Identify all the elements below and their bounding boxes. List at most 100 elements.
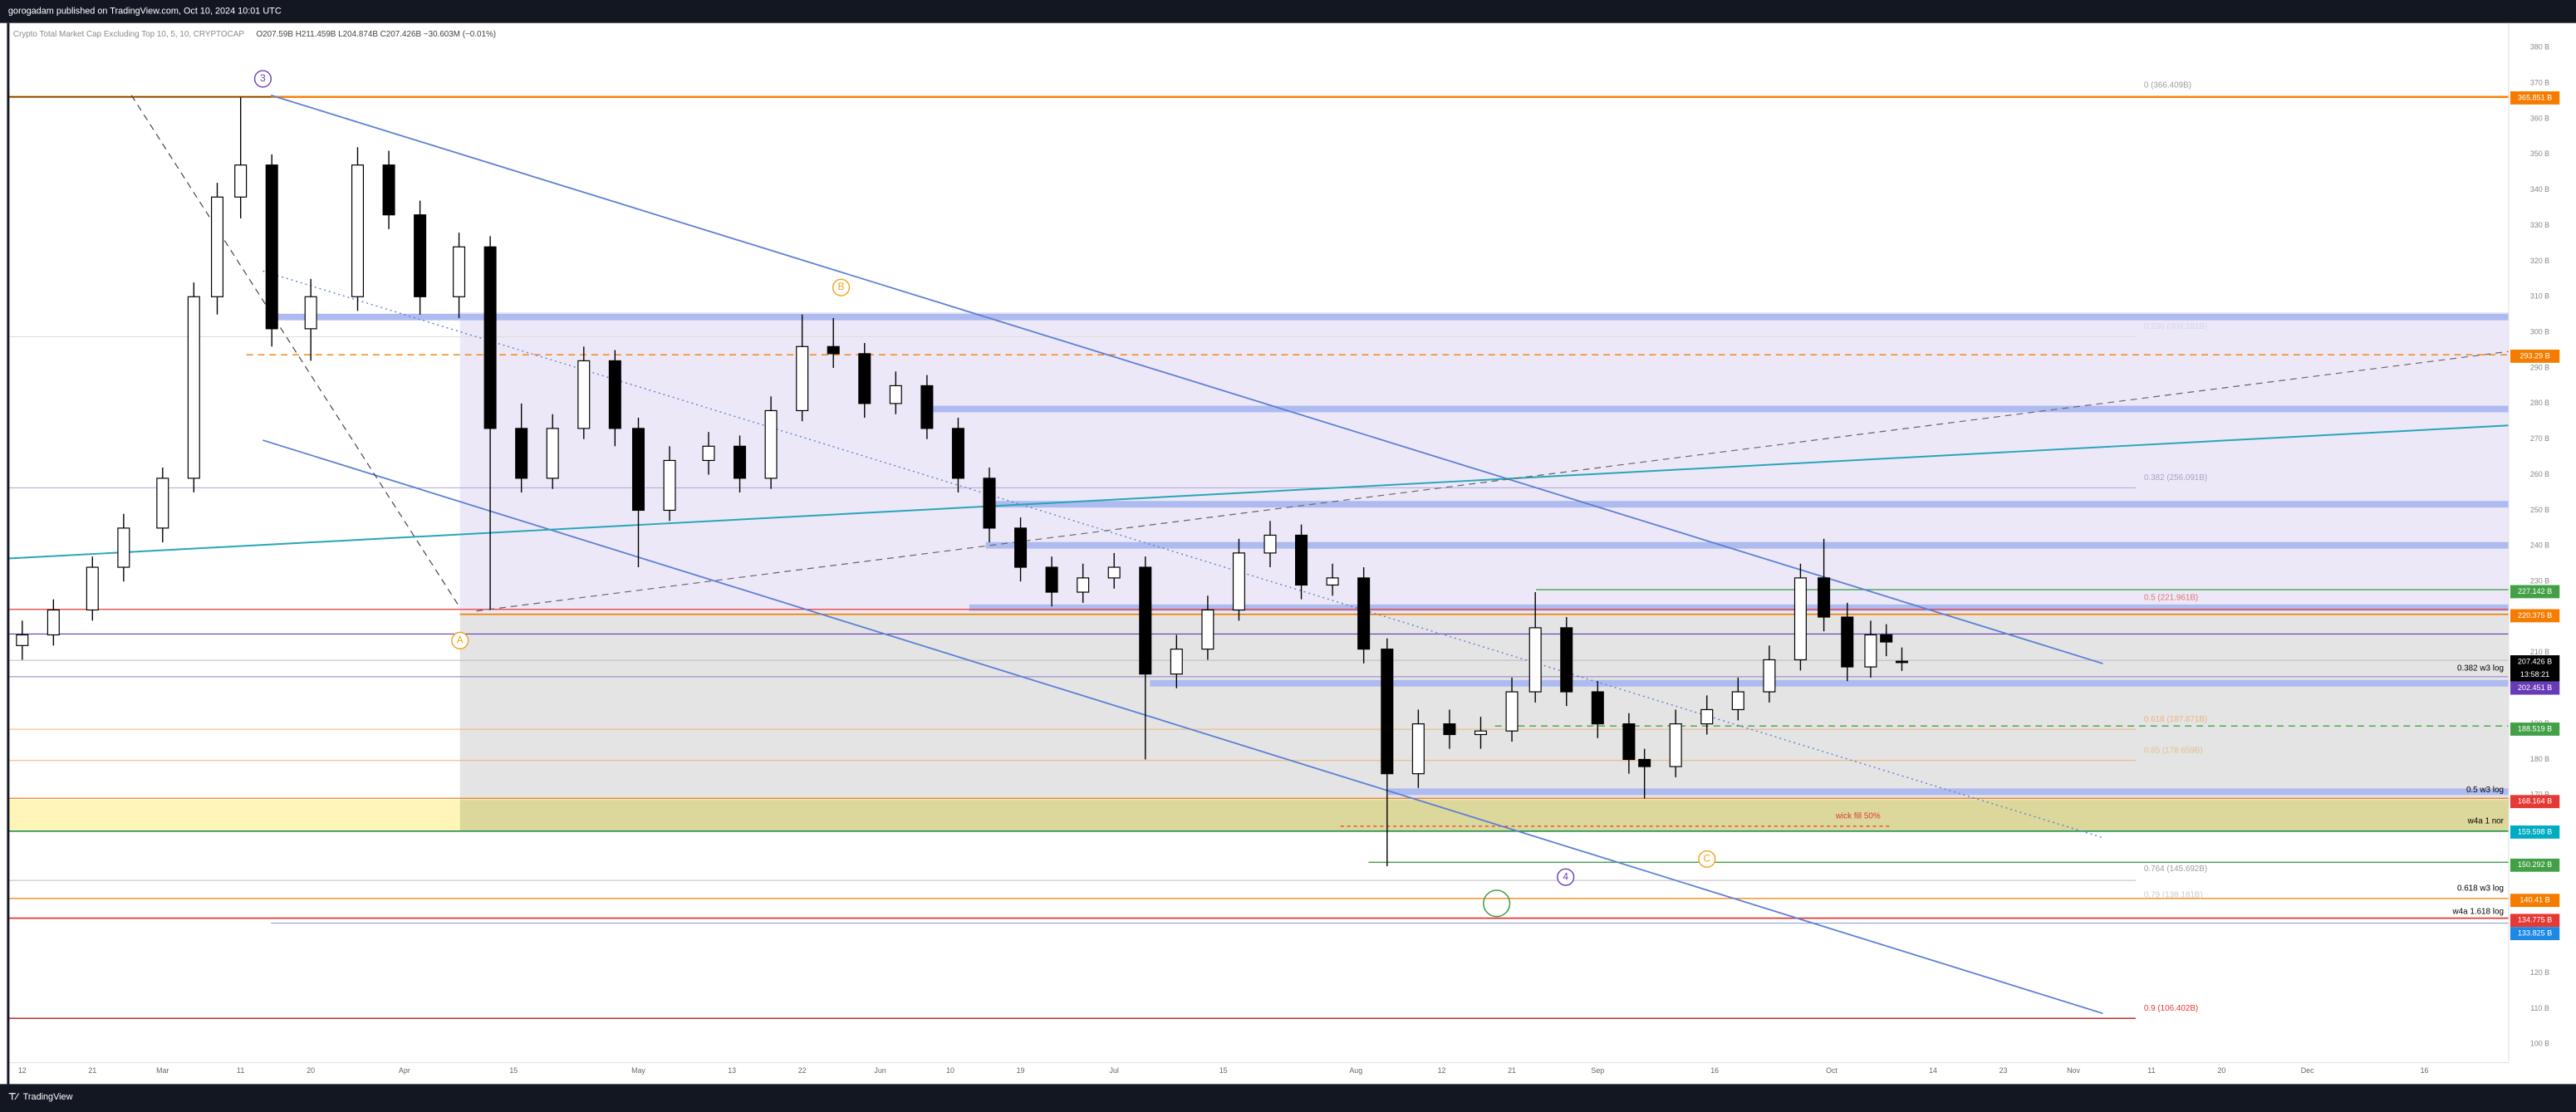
price-label-box (2510, 723, 2560, 736)
candle-body (702, 445, 715, 462)
candle-body (1793, 577, 1807, 661)
annotation: wick fill 50% (1835, 812, 1881, 821)
x-tick-label: Sep (1591, 1066, 1604, 1075)
candle-body (1263, 534, 1277, 554)
price-label-box (2510, 609, 2560, 623)
x-tick-label: Oct (1826, 1066, 1838, 1075)
price-label: 365.851 B (2518, 93, 2552, 101)
candles (16, 97, 1908, 867)
annotation: 0.5 w3 log (2466, 786, 2504, 795)
candle-body (187, 296, 200, 479)
x-tick-label: 22 (798, 1066, 807, 1075)
candle-body (1443, 723, 1456, 736)
wave-circle (451, 631, 469, 649)
price-label-box (2510, 858, 2560, 872)
price-label: 168.164 B (2518, 797, 2552, 806)
x-tick-label: 20 (2217, 1066, 2225, 1075)
price-label-box (2510, 91, 2560, 105)
price-label-box (2510, 585, 2560, 599)
y-tick-label: 180 B (2530, 755, 2549, 763)
y-tick-label: 340 B (2530, 185, 2549, 193)
candle-body (1841, 616, 1854, 668)
countdown: 13:58:21 (2520, 670, 2549, 678)
candle-body (1077, 577, 1090, 593)
candle-body (234, 164, 248, 198)
candle-body (1505, 691, 1519, 732)
fib-zone (459, 800, 2509, 831)
candle-body (608, 360, 621, 429)
annotation: w4a 1 nor (2467, 817, 2505, 826)
candle-body (577, 360, 591, 429)
x-tick-label: Dec (2301, 1066, 2314, 1075)
candle-body (889, 385, 902, 404)
price-label: 220.375 B (2518, 611, 2552, 620)
candle-body (1638, 758, 1651, 767)
price-label-box (2510, 927, 2560, 941)
y-tick-label: 100 B (2530, 1040, 2549, 1048)
y-tick-label: 120 B (2530, 968, 2549, 977)
trend-line (130, 95, 461, 609)
y-tick-label: 280 B (2530, 399, 2549, 407)
marker-circle (1483, 889, 1511, 918)
candle-body (1700, 708, 1714, 725)
x-tick-label: May (631, 1066, 645, 1075)
candle-body (951, 428, 964, 479)
band (969, 604, 2509, 611)
price-label: 133.825 B (2518, 929, 2552, 938)
candle-body (1170, 649, 1183, 675)
x-tick-label: 23 (1999, 1066, 2008, 1075)
x-tick-label: Nov (2067, 1066, 2080, 1075)
y-tick-label: 260 B (2530, 470, 2549, 478)
wave-label: C (1704, 853, 1711, 865)
y-tick-label: 290 B (2530, 363, 2549, 371)
candle-body (1895, 660, 1908, 664)
price-label-box (2510, 914, 2560, 928)
y-tick-label: 270 B (2530, 434, 2549, 443)
price-label: 188.519 B (2518, 724, 2552, 732)
x-tick-label: 12 (1438, 1066, 1446, 1075)
annotation: 0.79 (138.181B) (2144, 891, 2203, 900)
candle-body (210, 196, 224, 297)
bottom-bar (0, 1084, 2576, 1112)
candle-body (86, 566, 99, 611)
candle-body (1139, 566, 1152, 675)
x-tick-label: 10 (946, 1066, 954, 1075)
band (1150, 679, 2509, 687)
candle-body (827, 345, 840, 355)
y-tick-label: 110 B (2530, 1004, 2549, 1012)
x-tick-label: 16 (2421, 1066, 2429, 1075)
x-tick-label: Mar (156, 1066, 169, 1075)
candle-body (631, 428, 645, 512)
annotation: 0.764 (145.692B) (2144, 865, 2207, 874)
y-tick-label: 240 B (2530, 541, 2549, 550)
candle-body (117, 527, 130, 568)
wave-circle (253, 70, 272, 88)
trend-line (476, 350, 2509, 612)
x-tick-label: 11 (2147, 1066, 2155, 1075)
candle-body (764, 409, 778, 479)
annotation: 0.382 w3 log (2457, 664, 2504, 674)
candle-body (1232, 552, 1245, 611)
wave-circle (1557, 868, 1575, 886)
x-tick-label: 21 (1508, 1066, 1516, 1075)
symbol-title: Crypto Total Market Cap Excluding Top 10… (13, 30, 245, 39)
y-tick-label: 210 B (2530, 648, 2549, 656)
candle-body (858, 353, 871, 404)
candle-body (304, 296, 317, 330)
candle-body (351, 164, 365, 297)
price-label: 207.426 B (2518, 657, 2552, 665)
candle-body (1763, 659, 1776, 693)
brand-mark: ⊤⁄ (8, 1092, 19, 1102)
y-tick-label: 300 B (2530, 327, 2549, 336)
annotation: 0 (366.409B) (2144, 81, 2191, 90)
price-label: 159.598 B (2518, 827, 2552, 835)
candle-body (1045, 566, 1058, 593)
wave-label: B (838, 281, 845, 292)
candle-body (515, 428, 528, 479)
candle-body (1107, 566, 1121, 579)
candle-body (734, 445, 747, 479)
x-tick-label: 13 (728, 1066, 736, 1075)
candle-body (453, 246, 466, 297)
